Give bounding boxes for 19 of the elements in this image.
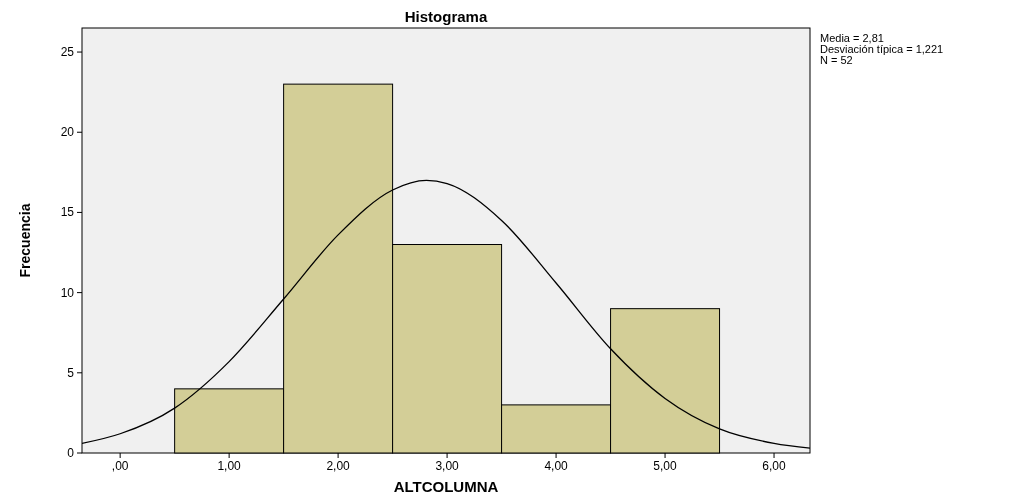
y-tick-label: 10: [60, 285, 75, 300]
x-tick-label: 3,00: [435, 459, 460, 473]
text: Desviación típica = 1,221: [820, 43, 944, 55]
y-tick-label: 25: [60, 45, 75, 60]
y-axis-title: Frecuencia: [17, 203, 33, 278]
y-tick-label: 15: [60, 205, 75, 220]
y-tick-label: 0: [67, 446, 75, 460]
x-tick-label: 1,00: [217, 459, 242, 473]
text: N = 52: [820, 54, 853, 66]
x-axis-title: ALTCOLUMNA: [393, 478, 499, 495]
y-tick-label: 20: [60, 125, 75, 140]
y-tick-label: 5: [67, 365, 75, 380]
text: Media = 2,81: [820, 32, 884, 44]
x-tick-label: 5,00: [653, 459, 678, 473]
x-tick-label: ,00: [111, 459, 129, 473]
x-tick-label: 6,00: [762, 459, 787, 473]
chart-title: Histograma: [404, 8, 488, 25]
x-tick-label: 4,00: [544, 459, 569, 473]
x-tick-label: 2,00: [326, 459, 351, 473]
